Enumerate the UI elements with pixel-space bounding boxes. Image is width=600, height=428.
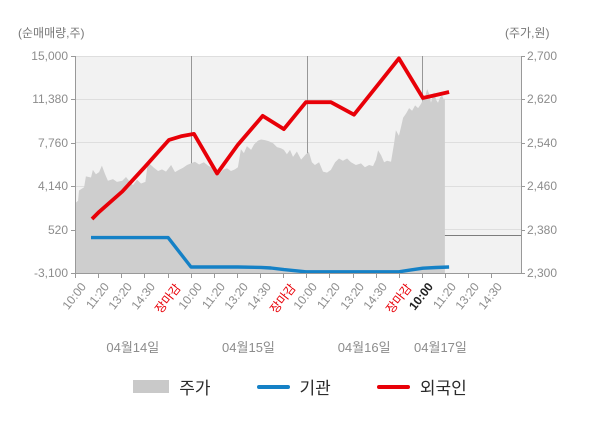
price-area-series [76,89,445,273]
right-axis-tick-label: 2,620 [527,92,558,107]
right-axis-title: (주가,원) [505,26,550,40]
x-axis-tick-mark [445,274,447,278]
x-axis-tick-mark [468,274,470,278]
date-label: 04월17일 [414,340,467,355]
legend-item-1: 기관 [256,374,331,399]
x-axis-tick-mark [283,274,285,278]
x-axis-tick-mark [98,274,100,278]
right-axis-tick-mark [521,99,525,101]
legend-item-label: 주가 [179,379,211,398]
gridline-horizontal [76,142,521,144]
date-label: 04월15일 [222,340,275,355]
gridline-horizontal [76,98,521,100]
right-axis-tick-label: 2,700 [527,49,558,63]
legend-area-swatch [133,380,170,393]
x-axis-tick-mark [121,274,123,278]
right-axis-tick-mark [521,229,525,231]
legend-item-2: 외국인 [376,374,467,399]
left-axis-tick-mark [71,186,75,188]
date-label: 04월16일 [337,340,391,355]
right-axis-tick-label: 2,540 [527,135,558,150]
gridline-horizontal [76,55,521,57]
right-axis-tick-mark [521,56,525,57]
left-axis-tick-label: 4,140 [37,179,68,194]
institution-line-series [91,235,450,273]
right-axis-tick-mark [521,273,525,274]
left-axis-tick-label: 15,000 [31,49,68,63]
x-axis-tick-mark [491,274,493,278]
x-axis-tick-mark [352,274,354,278]
left-axis-tick-label: 520 [47,222,68,237]
legend-item-0: 주가 [133,374,211,399]
right-axis-tick-mark [521,142,525,144]
legend-item-label: 외국인 [419,379,467,398]
left-axis-tick-label: 7,760 [37,135,68,150]
right-axis-tick-label: 2,380 [527,222,558,237]
right-axis-tick-label: 2,300 [527,266,558,280]
plot-area [75,55,522,274]
x-axis-tick-mark [398,274,400,278]
x-axis-tick-mark [144,274,146,278]
right-axis-tick-mark [521,186,525,188]
legend-line-swatch [256,384,290,389]
x-axis-tick-mark [329,274,331,278]
x-axis-tick-mark [421,274,423,278]
legend: 주가 기관 외국인 [0,374,600,399]
left-axis-tick-mark [71,273,75,274]
x-axis-tick-mark [260,274,262,278]
chart-canvas [76,56,450,273]
x-axis-tick-mark [213,274,215,278]
x-axis-tick-mark [190,274,192,278]
right-axis-tick-label: 2,460 [527,179,558,194]
foreigner-line-series [90,56,450,221]
date-label: 04월14일 [106,340,160,355]
left-axis-tick-mark [71,99,75,101]
x-axis-tick-mark [167,274,169,278]
legend-line-swatch [376,384,410,389]
x-axis-tick-mark [306,274,308,278]
left-axis-tick-mark [71,229,75,231]
legend-item-label: 기관 [299,379,331,398]
x-axis-tick-mark [236,274,238,278]
left-axis-tick-mark [71,142,75,144]
left-axis-tick-label: 11,380 [32,92,68,107]
x-axis-tick-mark [75,274,76,278]
left-axis-tick-mark [71,56,75,57]
left-axis-tick-label: -3,100 [33,266,68,280]
left-axis-title: (순매매량,주) [18,26,85,40]
x-axis-tick-mark [375,274,377,278]
